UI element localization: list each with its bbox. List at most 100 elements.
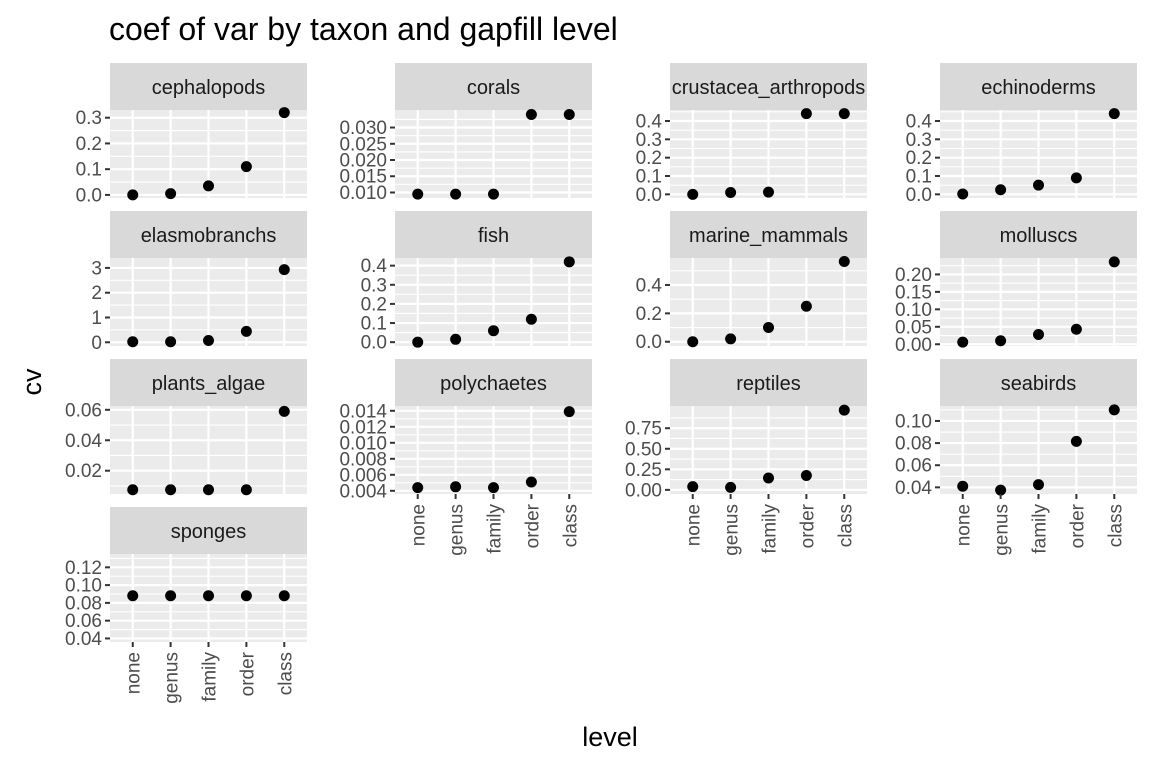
- data-point-none: [957, 188, 969, 200]
- y-tick-label: 0.004: [339, 481, 387, 502]
- data-point-none: [957, 480, 969, 492]
- data-point-genus: [995, 335, 1007, 347]
- data-point-class: [1108, 256, 1120, 268]
- y-tick-label: 0.1: [361, 314, 387, 335]
- y-tick-label: 0: [91, 333, 102, 354]
- data-point-order: [240, 484, 252, 496]
- y-tick-label: 0.015: [339, 167, 387, 188]
- data-point-class: [563, 256, 575, 268]
- data-point-genus: [165, 188, 177, 200]
- data-point-order: [525, 313, 537, 325]
- y-tick-label: 0.3: [76, 108, 102, 129]
- strip-background: [110, 507, 307, 554]
- data-point-order: [800, 300, 812, 312]
- facet-plants-algae: plants_algae 0.02 0.04 0.06: [65, 359, 307, 496]
- y-tick-label: 0.0: [361, 333, 387, 354]
- x-tick-label: none: [954, 504, 975, 546]
- strip-label: molluscs: [1000, 225, 1078, 247]
- strip-label: marine_mammals: [689, 225, 848, 247]
- data-point-order: [240, 325, 252, 337]
- strip-label: cephalopods: [152, 77, 265, 99]
- data-point-genus: [450, 481, 462, 493]
- data-point-genus: [995, 484, 1007, 496]
- facet-cephalopods: cephalopods 0.0 0.1 0.2 0.3: [76, 63, 307, 206]
- data-point-order: [525, 476, 537, 488]
- data-point-none: [412, 336, 424, 348]
- data-point-none: [127, 189, 139, 201]
- strip-background: [940, 63, 1137, 110]
- data-point-order: [525, 109, 537, 121]
- data-point-family: [1033, 479, 1044, 491]
- strip-label: corals: [467, 77, 520, 99]
- y-tick-label: 0.1: [76, 160, 102, 181]
- data-point-family: [203, 484, 214, 496]
- y-tick-label: 0.0: [636, 185, 662, 206]
- y-tick-label: 0.030: [339, 118, 387, 139]
- strip-label: crustacea_arthropods: [672, 77, 865, 99]
- strip-background: [110, 211, 307, 258]
- y-tick-label: 2: [91, 283, 102, 304]
- x-tick-label: order: [237, 651, 258, 696]
- data-point-class: [278, 405, 290, 417]
- data-point-family: [488, 188, 499, 200]
- x-tick-label: order: [1067, 503, 1088, 548]
- data-point-class: [838, 256, 850, 268]
- x-tick-label: class: [275, 652, 296, 695]
- y-tick-label: 0.08: [895, 434, 932, 455]
- data-point-none: [127, 590, 139, 602]
- chart-title: coef of var by taxon and gapfill level: [109, 11, 618, 47]
- data-point-class: [1108, 108, 1120, 120]
- y-tick-label: 0.3: [361, 275, 387, 296]
- facet-elasmobranchs: elasmobranchs 0 1 2 3: [91, 211, 307, 354]
- facet-molluscs: molluscs 0.000.050.100.150.20: [895, 211, 1137, 356]
- y-tick-label: 0.010: [339, 433, 387, 454]
- data-point-order: [1070, 172, 1082, 184]
- strip-background: [940, 211, 1137, 258]
- data-point-family: [488, 482, 499, 494]
- y-tick-label: 0.10: [65, 576, 102, 597]
- data-point-genus: [450, 188, 462, 200]
- y-tick-label: 0.12: [65, 558, 102, 579]
- y-tick-label: 0.06: [895, 456, 932, 477]
- data-point-class: [1108, 404, 1120, 416]
- facet-sponges: sponges 0.040.060.080.100.12 none genus fami…: [65, 507, 307, 704]
- facet-seabirds: seabirds 0.040.060.080.10 none genus family o…: [895, 359, 1137, 556]
- x-tick-label: genus: [992, 504, 1013, 556]
- data-point-genus: [165, 484, 177, 496]
- data-point-class: [278, 107, 290, 119]
- x-tick-label: genus: [162, 652, 183, 704]
- data-point-order: [800, 469, 812, 481]
- y-tick-label: 0.3: [636, 130, 662, 151]
- data-point-none: [412, 482, 424, 494]
- y-tick-label: 0.06: [65, 400, 102, 421]
- y-tick-label: 0.020: [339, 151, 387, 172]
- strip-background: [110, 63, 307, 110]
- y-tick-label: 0.008: [339, 449, 387, 470]
- data-point-family: [763, 322, 774, 334]
- x-tick-label: genus: [447, 504, 468, 556]
- data-point-family: [203, 590, 214, 602]
- strip-background: [395, 359, 592, 406]
- y-tick-label: 0.2: [361, 294, 387, 315]
- data-point-class: [278, 590, 290, 602]
- data-point-genus: [725, 187, 737, 198]
- data-point-family: [203, 180, 214, 192]
- data-point-order: [1070, 323, 1082, 335]
- strip-background: [670, 211, 867, 258]
- data-point-none: [687, 188, 699, 200]
- x-tick-label: none: [124, 652, 145, 694]
- y-tick-label: 0.010: [339, 183, 387, 204]
- x-tick-label: class: [835, 504, 856, 547]
- strip-label: polychaetes: [440, 373, 547, 395]
- y-tick-label: 0.014: [339, 401, 387, 422]
- y-tick-label: 0.50: [625, 439, 662, 460]
- y-tick-label: 0.00: [625, 480, 662, 501]
- data-point-class: [563, 109, 575, 121]
- data-point-order: [240, 161, 252, 173]
- x-tick-label: genus: [722, 504, 743, 556]
- y-tick-label: 0.1: [906, 167, 932, 188]
- strip-background: [670, 63, 867, 110]
- facet-panels: cephalopods0.00.10.20.3corals0.0100.0150…: [65, 63, 1137, 704]
- strip-label: reptiles: [736, 373, 800, 395]
- data-point-genus: [725, 333, 737, 345]
